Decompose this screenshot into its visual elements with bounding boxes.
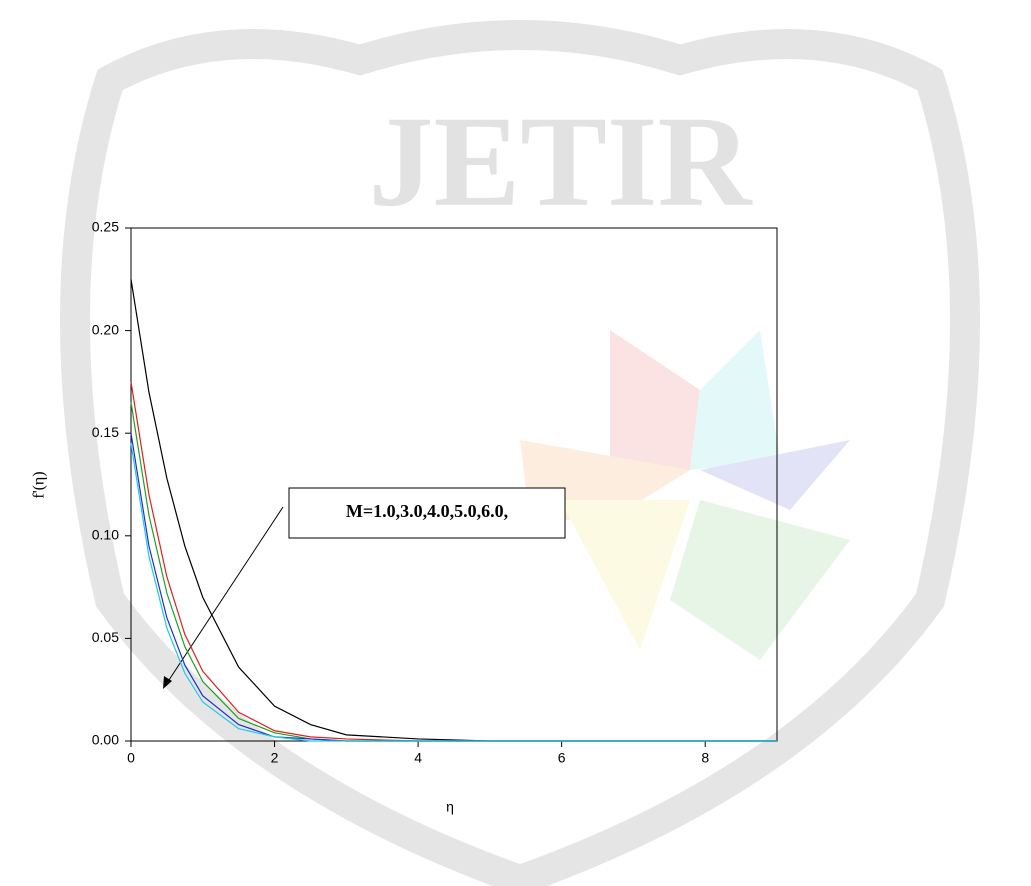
- x-tick-label: 4: [414, 750, 422, 766]
- x-tick-label: 0: [127, 750, 135, 766]
- x-tick-label: 2: [271, 750, 279, 766]
- x-tick-label: 6: [558, 750, 566, 766]
- y-tick-label: 0.00: [92, 732, 119, 748]
- watermark-petal: [560, 500, 690, 650]
- watermark-shield: [60, 20, 980, 886]
- x-axis-label: η: [446, 799, 454, 815]
- y-tick-label: 0.20: [92, 321, 119, 337]
- annotation-arrow: [164, 506, 284, 687]
- watermark-petal: [670, 500, 850, 660]
- watermark-text: JETIR: [369, 90, 754, 234]
- series-line: [130, 443, 777, 742]
- annotation-box: [288, 487, 566, 539]
- x-tick-label: 8: [701, 750, 709, 766]
- annotation-arrowhead: [163, 676, 172, 689]
- y-axis-label: f'(η): [31, 471, 48, 498]
- y-tick-label: 0.25: [92, 219, 119, 235]
- y-tick-label: 0.10: [92, 527, 119, 543]
- watermark-petal: [610, 330, 700, 470]
- plot-frame: [130, 227, 778, 742]
- watermark-petal: [690, 330, 780, 470]
- y-tick-label: 0.15: [92, 424, 119, 440]
- watermark-petal: [700, 440, 850, 510]
- y-tick-label: 0.05: [92, 629, 119, 645]
- annotation: M=1.0,3.0,4.0,5.0,6.0,: [346, 501, 508, 521]
